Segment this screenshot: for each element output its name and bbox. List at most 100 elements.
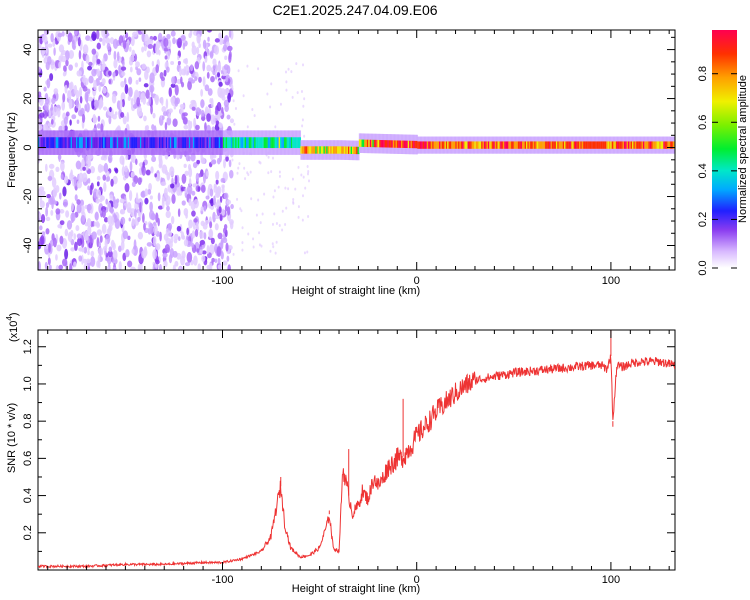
heat-band-core bbox=[265, 137, 268, 149]
heat-band-core bbox=[40, 137, 43, 149]
heat-band-core bbox=[111, 137, 114, 149]
heat-band-core bbox=[527, 141, 530, 149]
heat-band-core bbox=[570, 141, 573, 149]
heat-noise-cell bbox=[227, 264, 231, 270]
heat-band-core bbox=[133, 137, 136, 149]
heat-band-core bbox=[352, 146, 355, 155]
heat-noise-cell bbox=[77, 36, 81, 47]
heat-noise-cell bbox=[69, 119, 72, 126]
heat-band-core bbox=[387, 140, 390, 148]
heat-noise-cell bbox=[123, 205, 126, 210]
heat-band-core bbox=[621, 141, 624, 149]
heat-noise-cell bbox=[119, 155, 125, 165]
heat-noise-cell bbox=[211, 154, 217, 159]
heat-noise-cell bbox=[188, 177, 192, 187]
heat-noise-cell bbox=[50, 119, 54, 125]
heat-noise-cell bbox=[58, 44, 65, 53]
heat-noise-cell bbox=[202, 61, 206, 72]
heat-noise-cell bbox=[147, 43, 154, 50]
heat-noise-cell bbox=[275, 221, 278, 225]
heat-noise-cell bbox=[73, 261, 77, 268]
heat-band-core bbox=[341, 146, 344, 154]
heat-noise-cell bbox=[206, 244, 210, 255]
heat-noise-cell bbox=[143, 83, 149, 88]
heat-band-core bbox=[610, 141, 613, 149]
heat-noise-cell bbox=[241, 248, 244, 252]
heat-band-core bbox=[456, 141, 459, 149]
heat-band-core bbox=[116, 137, 119, 149]
heat-band-core bbox=[353, 146, 356, 155]
heat-noise-cell bbox=[138, 111, 144, 116]
heat-noise-cell bbox=[112, 38, 119, 50]
heat-band-core bbox=[468, 141, 471, 149]
heat-noise-cell bbox=[107, 250, 113, 258]
heat-band-core bbox=[105, 137, 108, 149]
heat-noise-cell bbox=[294, 187, 297, 191]
heat-noise-cell bbox=[57, 32, 63, 38]
heat-noise-cell bbox=[79, 96, 83, 104]
heat-band-core bbox=[437, 141, 440, 149]
heat-noise-cell bbox=[85, 154, 92, 165]
heat-noise-cell bbox=[105, 37, 111, 44]
heat-band-core bbox=[428, 141, 431, 149]
heat-band-core bbox=[61, 137, 64, 149]
heat-noise-cell bbox=[165, 210, 171, 219]
heat-noise-cell bbox=[99, 97, 103, 107]
heat-noise-cell bbox=[180, 255, 186, 266]
heat-noise-cell bbox=[97, 115, 101, 122]
heat-band-core bbox=[608, 141, 611, 149]
heat-noise-cell bbox=[171, 177, 174, 186]
heat-band-core bbox=[436, 141, 439, 149]
heat-band-core bbox=[496, 141, 499, 149]
heat-band-core bbox=[146, 137, 149, 149]
heat-noise-cell bbox=[246, 64, 249, 68]
heat-noise-cell bbox=[212, 69, 216, 76]
heat-noise-cell bbox=[135, 91, 140, 97]
heat-noise-cell bbox=[158, 158, 163, 168]
heat-noise-cell bbox=[157, 205, 164, 210]
heat-noise-cell bbox=[244, 177, 247, 181]
heat-noise-cell bbox=[220, 177, 226, 183]
heat-band-core bbox=[305, 146, 308, 154]
heat-noise-cell bbox=[145, 89, 150, 100]
heat-noise-cell bbox=[38, 124, 43, 131]
heat-noise-cell bbox=[290, 70, 293, 74]
heat-noise-cell bbox=[153, 235, 157, 247]
heat-band-core bbox=[126, 137, 129, 149]
heat-band-core bbox=[502, 141, 505, 149]
heat-noise-cell bbox=[63, 65, 67, 72]
heat-band-core bbox=[43, 137, 46, 149]
heat-noise-cell bbox=[85, 54, 90, 64]
heat-noise-cell bbox=[112, 266, 117, 270]
heat-noise-cell bbox=[302, 63, 305, 67]
heat-noise-cell bbox=[102, 57, 105, 67]
snr-xlabel: Height of straight line (km) bbox=[292, 583, 420, 595]
heat-band-core bbox=[245, 137, 248, 149]
heat-band-core bbox=[48, 137, 51, 149]
heat-band-core bbox=[250, 137, 253, 149]
heat-noise-cell bbox=[151, 156, 157, 163]
heat-noise-cell bbox=[84, 91, 89, 103]
heat-noise-cell bbox=[198, 76, 202, 83]
heat-band-core bbox=[347, 146, 350, 154]
heat-noise-cell bbox=[82, 172, 88, 183]
heat-band-core bbox=[630, 141, 633, 149]
heat-noise-cell bbox=[93, 99, 99, 109]
heat-noise-cell bbox=[75, 97, 79, 109]
spectrogram-frame bbox=[37, 29, 676, 271]
heat-band-core bbox=[557, 141, 560, 149]
heat-band-core bbox=[560, 141, 563, 149]
heat-noise-cell bbox=[260, 244, 263, 248]
heat-noise-cell bbox=[172, 37, 176, 45]
heat-noise-cell bbox=[180, 76, 183, 85]
heat-noise-cell bbox=[62, 71, 67, 77]
heat-band-core bbox=[260, 137, 263, 149]
heat-noise-cell bbox=[164, 122, 168, 131]
snr-ytick-label: 0.8 bbox=[22, 414, 34, 429]
heat-band-core bbox=[65, 137, 68, 149]
heat-noise-cell bbox=[113, 59, 118, 69]
heat-band-core bbox=[651, 141, 654, 149]
heat-band-core bbox=[536, 141, 539, 149]
heat-noise-cell bbox=[210, 75, 215, 83]
heat-band-core bbox=[535, 141, 538, 149]
